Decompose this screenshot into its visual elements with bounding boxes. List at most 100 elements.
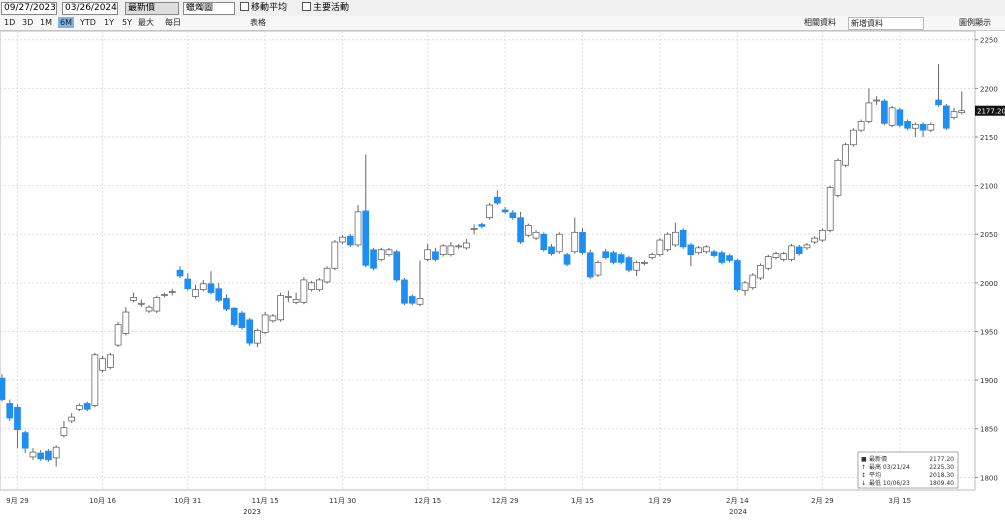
candle-body bbox=[764, 256, 772, 269]
period-button[interactable]: 3D bbox=[22, 18, 34, 27]
candle-body bbox=[277, 295, 284, 321]
candle-body bbox=[478, 224, 486, 227]
candle-body bbox=[896, 109, 904, 126]
candle-body bbox=[145, 306, 153, 312]
legend-icon: ↕ bbox=[861, 472, 866, 479]
period-button[interactable]: 最大 bbox=[138, 18, 154, 27]
candle-body bbox=[6, 403, 14, 419]
candle-body bbox=[826, 187, 834, 231]
candle-body bbox=[292, 299, 300, 303]
candle-body bbox=[246, 319, 254, 344]
candle-body bbox=[370, 249, 377, 269]
candle-body bbox=[548, 246, 555, 255]
candle-body bbox=[346, 235, 354, 246]
style-select[interactable]: 蠟燭圖 bbox=[183, 2, 235, 15]
candle-body bbox=[834, 159, 842, 196]
candle-body bbox=[679, 229, 687, 248]
candle-body bbox=[911, 123, 919, 129]
candle-body bbox=[563, 254, 571, 265]
candle-body bbox=[486, 204, 493, 219]
candle-body bbox=[230, 307, 238, 326]
y-tick-label: 1800 bbox=[980, 474, 998, 482]
candle-body bbox=[424, 249, 432, 260]
candle-body bbox=[455, 245, 463, 248]
candle-body bbox=[571, 231, 579, 253]
candle-body bbox=[323, 267, 331, 283]
end-date[interactable]: 03/26/2024 bbox=[62, 2, 118, 15]
period-button[interactable]: YTD bbox=[80, 18, 96, 27]
period-button[interactable]: 1Y bbox=[104, 18, 114, 27]
candle-body bbox=[757, 264, 764, 279]
candle-body bbox=[416, 298, 424, 305]
period-button[interactable]: 6M bbox=[58, 17, 74, 28]
option-events[interactable]: 主要活動 bbox=[302, 2, 349, 13]
year-label: 2024 bbox=[729, 508, 747, 516]
period-button[interactable]: 1M bbox=[40, 18, 52, 27]
x-tick-label: 9月 29 bbox=[6, 497, 29, 505]
candle-body bbox=[83, 403, 91, 410]
legend-toggle[interactable]: 圖例顯示 bbox=[959, 18, 991, 27]
candle-body bbox=[509, 212, 517, 219]
candle-body bbox=[517, 217, 524, 243]
interval-select[interactable]: 每日 bbox=[165, 18, 181, 27]
x-tick-label: 2月 14 bbox=[726, 497, 749, 505]
candle-body bbox=[14, 406, 21, 431]
candle-body bbox=[648, 254, 656, 258]
candle-body bbox=[904, 121, 911, 129]
candle-body bbox=[470, 228, 478, 230]
y-tick-label: 1900 bbox=[980, 377, 998, 385]
candle-body bbox=[60, 427, 68, 436]
legend-box bbox=[857, 451, 959, 489]
candle-body bbox=[331, 241, 339, 269]
candle-body bbox=[919, 123, 927, 131]
candle-body bbox=[610, 252, 617, 263]
x-tick-label: 12月 29 bbox=[492, 497, 519, 505]
candle-body bbox=[555, 233, 563, 253]
candle-body bbox=[873, 99, 880, 102]
candle-body bbox=[819, 229, 826, 241]
candle-body bbox=[199, 283, 207, 291]
candle-body bbox=[362, 210, 370, 266]
candle-body bbox=[958, 110, 966, 114]
candle-body bbox=[935, 99, 942, 106]
option-ma[interactable]: 移動平均 bbox=[240, 2, 287, 13]
candle-body bbox=[726, 255, 733, 261]
period-button[interactable]: 5Y bbox=[122, 18, 132, 27]
legend-value: 2225.30 bbox=[929, 464, 954, 471]
table-button[interactable]: 表格 bbox=[250, 18, 266, 27]
candle-body bbox=[408, 296, 416, 304]
y-tick-label: 2250 bbox=[980, 37, 998, 45]
add-data[interactable]: 新增資料 bbox=[848, 17, 924, 30]
legend-name: 平均 bbox=[869, 471, 881, 479]
candle-body bbox=[339, 236, 346, 243]
year-label: 2023 bbox=[243, 508, 261, 516]
candle-body bbox=[52, 446, 60, 459]
legend-icon: ■ bbox=[861, 456, 867, 463]
legend-value: 2177.20 bbox=[929, 456, 954, 463]
candle-body bbox=[91, 354, 99, 406]
candle-body bbox=[114, 324, 122, 346]
start-date[interactable]: 09/27/2023 bbox=[1, 2, 57, 15]
candle-body bbox=[401, 279, 408, 304]
candle-body bbox=[447, 245, 455, 256]
candle-body bbox=[865, 102, 873, 122]
candle-body bbox=[68, 416, 76, 422]
x-tick-label: 1月 15 bbox=[571, 497, 594, 505]
candle-body bbox=[532, 231, 540, 239]
candle-body bbox=[238, 312, 246, 328]
candle-body bbox=[308, 282, 315, 291]
period-button[interactable]: 1D bbox=[4, 18, 16, 27]
candle-body bbox=[377, 249, 385, 260]
plot-area bbox=[0, 30, 976, 491]
field-select[interactable]: 最新價 bbox=[125, 2, 179, 15]
x-tick-label: 3月 15 bbox=[889, 497, 912, 505]
last-price-label: 2177.20 bbox=[977, 108, 1005, 116]
last-price-tag bbox=[975, 105, 1005, 116]
y-tick-label: 2150 bbox=[980, 134, 998, 142]
y-tick-label: 2200 bbox=[980, 85, 998, 93]
candle-body bbox=[215, 288, 223, 301]
candle-body bbox=[942, 105, 950, 129]
related-button[interactable]: 相關資料 bbox=[804, 18, 836, 27]
candle-body bbox=[633, 262, 641, 271]
candle-body bbox=[269, 315, 277, 322]
